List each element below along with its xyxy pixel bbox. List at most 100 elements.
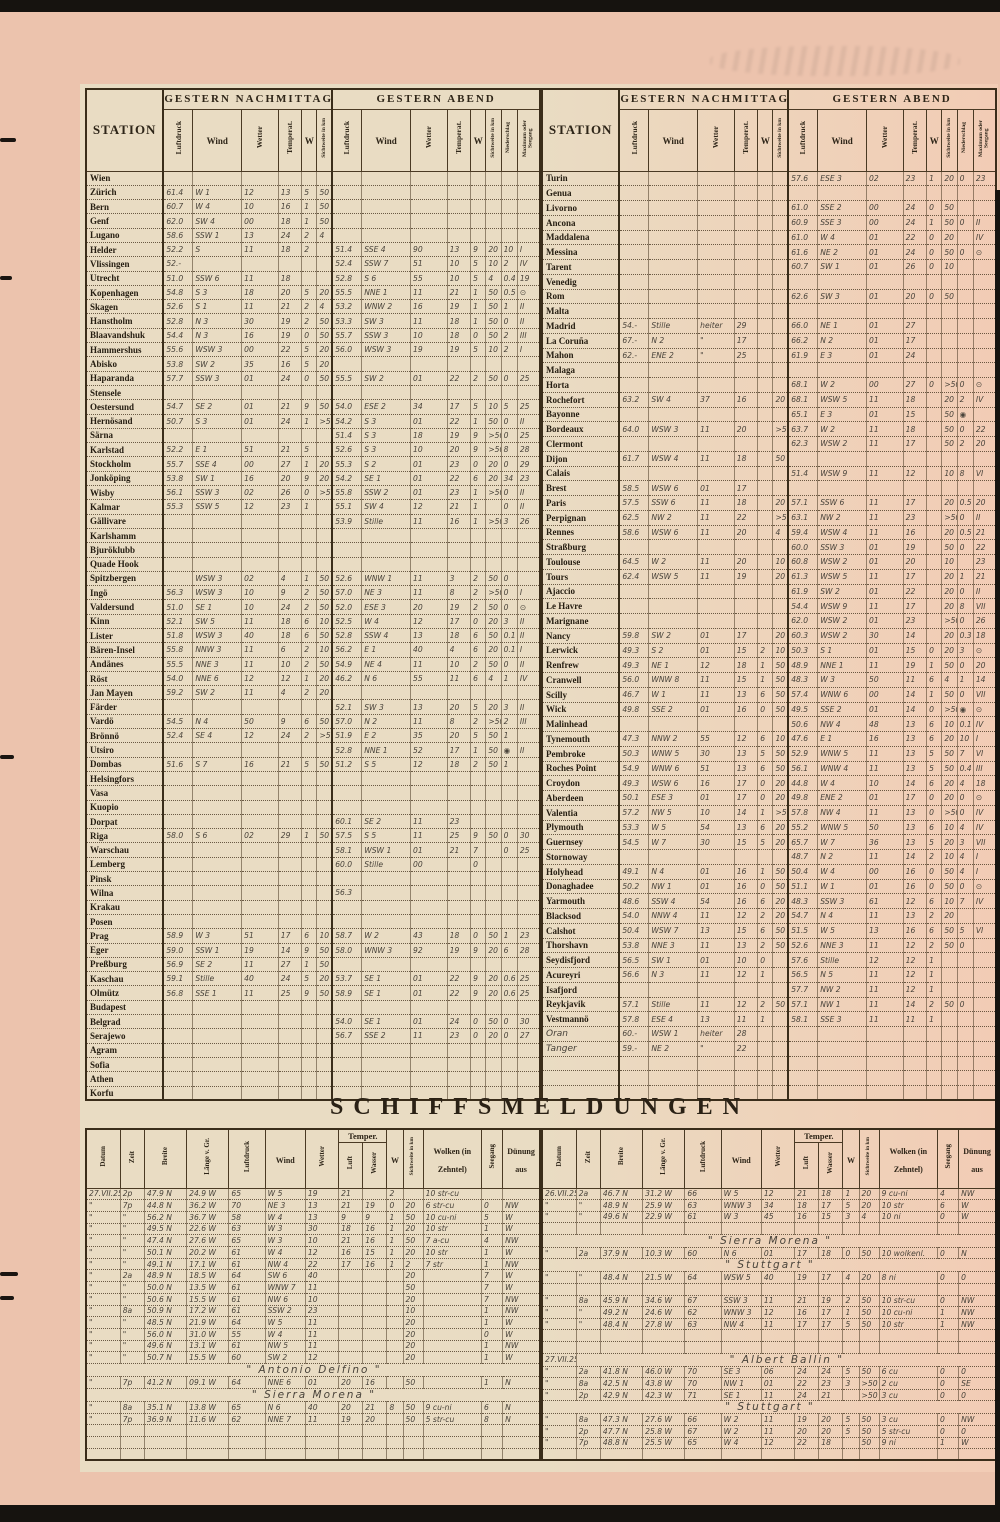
value-cell: 50: [941, 923, 958, 939]
value-cell: [734, 274, 759, 290]
value-cell: SE 1: [361, 471, 412, 487]
value-cell: 66.2: [787, 333, 819, 349]
value-cell: 48: [866, 716, 904, 732]
value-cell: 18: [241, 285, 279, 301]
value-cell: 64: [684, 1271, 722, 1285]
value-cell: [926, 584, 943, 600]
value-cell: 0.5: [957, 495, 974, 511]
value-cell: ": [576, 1318, 601, 1331]
value-cell: 18: [278, 271, 303, 286]
value-cell: [937, 1448, 960, 1461]
value-cell: 48.9 N: [600, 1199, 644, 1212]
value-cell: 5: [842, 1366, 860, 1379]
value-cell: [501, 914, 518, 930]
value-cell: 11: [761, 1413, 796, 1426]
value-cell: 19: [241, 943, 279, 958]
value-cell: [618, 171, 650, 187]
table-row: Calais 51.4 WSW 9 11 12 10 8 VI: [542, 466, 997, 482]
value-cell: ": [542, 1377, 577, 1390]
value-cell: ": [542, 1389, 577, 1402]
value-cell: 53.3: [331, 313, 363, 329]
value-cell: 27: [903, 318, 928, 334]
value-cell: [973, 480, 997, 496]
station-name: Acureyri: [542, 967, 620, 983]
value-cell: [278, 256, 303, 272]
value-cell: [618, 466, 650, 482]
value-cell: [542, 1222, 577, 1235]
value-cell: [316, 785, 333, 801]
value-cell: ": [86, 1199, 121, 1212]
table-row: [86, 1424, 541, 1438]
ink-mark: [0, 1272, 18, 1276]
value-cell: [192, 914, 243, 930]
value-cell: 13: [734, 938, 759, 954]
value-cell: 48.6: [618, 893, 650, 909]
value-cell: 37: [697, 392, 735, 408]
value-cell: [842, 1389, 860, 1402]
group-header-temperature: Temper.: [794, 1128, 844, 1143]
value-cell: [973, 982, 997, 998]
value-cell: 2a: [120, 1269, 145, 1283]
value-cell: [866, 480, 904, 496]
station-name: Venedig: [542, 274, 620, 290]
value-cell: [973, 967, 997, 983]
value-cell: 1: [481, 1223, 504, 1236]
value-cell: [386, 1351, 404, 1365]
value-cell: 56.5: [787, 967, 819, 983]
value-cell: 10 str: [879, 1199, 939, 1212]
value-cell: 2: [301, 685, 318, 701]
ship-name: " Stuttgart ": [542, 1258, 997, 1273]
value-cell: I: [517, 242, 541, 258]
date-cell: 27.VII.25: [542, 1353, 577, 1367]
value-cell: [787, 274, 819, 290]
value-cell: 24: [278, 371, 303, 386]
value-cell: [192, 742, 243, 758]
value-cell: 20: [903, 554, 928, 570]
value-cell: 12: [410, 614, 448, 630]
value-cell: 52.4: [331, 256, 363, 272]
value-cell: [485, 1000, 502, 1016]
value-cell: 19: [818, 1295, 844, 1308]
value-cell: 1: [757, 1011, 774, 1027]
value-cell: 00: [241, 342, 279, 358]
value-cell: 01: [410, 485, 448, 501]
value-cell: 6: [757, 761, 774, 777]
value-cell: [470, 228, 487, 243]
table-row: " Stuttgart ": [542, 1400, 997, 1415]
value-cell: [278, 771, 303, 787]
value-cell: III: [973, 761, 997, 777]
value-cell: [447, 171, 472, 186]
value-cell: [361, 885, 412, 901]
value-cell: [192, 542, 243, 558]
value-cell: 50: [772, 997, 789, 1013]
value-cell: 17: [278, 928, 303, 944]
value-cell: [162, 1028, 194, 1044]
value-cell: 10: [866, 775, 904, 791]
value-cell: [879, 1283, 939, 1296]
table-row: Tarent 60.7 SW 1 01 26 0 10: [542, 259, 997, 275]
value-cell: 8 ni: [879, 1271, 939, 1285]
table-row: Haparanda 57.7 SSW 3 01 24 0 50 55.5 SW 2 01 22 2 50…: [86, 371, 541, 386]
value-cell: 12: [903, 982, 928, 998]
value-cell: 50: [866, 672, 904, 688]
station-name: Stensele: [86, 385, 164, 401]
value-cell: 24.9 W: [186, 1188, 230, 1201]
value-cell: 0: [957, 584, 974, 600]
value-cell: 5: [481, 1211, 504, 1224]
value-cell: 13: [734, 761, 759, 777]
value-cell: [697, 200, 735, 216]
value-cell: 52.8: [331, 742, 363, 758]
value-cell: 13: [903, 746, 928, 762]
value-cell: [772, 849, 789, 865]
value-cell: ": [120, 1258, 145, 1271]
value-cell: 50: [866, 820, 904, 836]
value-cell: [517, 885, 541, 901]
value-cell: [926, 539, 943, 555]
table-row: Spitzbergen WSW 3 02 4 1 50 52.6 WNW 1 11 3 2 50 0: [86, 571, 541, 587]
value-cell: 28: [517, 442, 541, 458]
value-cell: [410, 356, 448, 372]
value-cell: 65: [228, 1188, 266, 1201]
value-cell: [818, 1341, 844, 1354]
station-name: Vlissingen: [86, 256, 164, 272]
value-cell: [600, 1341, 644, 1354]
